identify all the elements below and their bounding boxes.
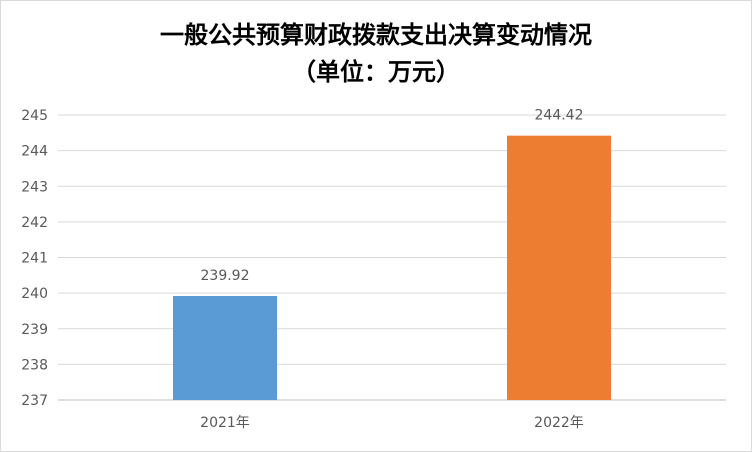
data-labels: 239.92 244.42: [201, 108, 584, 284]
chart-subtitle-unit: （单位：万元）: [292, 57, 460, 86]
x-category-label: 2022年: [534, 415, 584, 431]
gridlines: [58, 114, 726, 401]
y-tick-label: 245: [21, 108, 48, 124]
y-tick-label: 240: [21, 286, 48, 302]
y-tick-label: 242: [21, 215, 48, 231]
y-axis-tick-labels: 237 238 239 240 241 242 243 244 245: [21, 108, 48, 409]
chart-title: 一般公共预算财政拨款支出决算变动情况: [160, 20, 592, 49]
x-axis-category-labels: 2021年 2022年: [200, 415, 584, 431]
y-tick-label: 237: [21, 393, 48, 409]
bars: [173, 135, 611, 400]
bar-1: [173, 295, 277, 400]
y-tick-label: 243: [21, 179, 48, 195]
bar-2: [507, 135, 611, 400]
data-label: 239.92: [201, 268, 250, 284]
y-tick-label: 238: [21, 357, 48, 373]
y-tick-label: 241: [21, 251, 48, 267]
y-tick-label: 244: [21, 144, 48, 160]
x-category-label: 2021年: [200, 415, 250, 431]
data-label: 244.42: [535, 108, 584, 124]
y-tick-label: 239: [21, 322, 48, 338]
